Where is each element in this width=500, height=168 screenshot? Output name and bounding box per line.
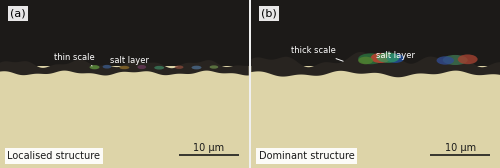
Text: salt layer: salt layer	[110, 56, 149, 65]
Ellipse shape	[210, 65, 218, 69]
Ellipse shape	[90, 65, 100, 69]
Text: 10 μm: 10 μm	[444, 143, 476, 153]
Bar	[0, 0, 249, 66]
Polygon shape	[251, 52, 500, 77]
Ellipse shape	[102, 65, 112, 69]
Polygon shape	[0, 59, 249, 75]
Ellipse shape	[370, 53, 390, 63]
Text: (a): (a)	[10, 8, 26, 18]
Bar	[251, 0, 500, 66]
Ellipse shape	[192, 66, 202, 69]
Ellipse shape	[387, 54, 404, 63]
Ellipse shape	[120, 66, 130, 69]
Text: thin scale: thin scale	[54, 53, 95, 66]
Ellipse shape	[436, 56, 454, 65]
Text: 10 μm: 10 μm	[194, 143, 224, 153]
Text: (b): (b)	[261, 8, 277, 18]
Ellipse shape	[377, 52, 400, 63]
Ellipse shape	[154, 66, 164, 70]
Text: Dominant structure: Dominant structure	[258, 151, 354, 161]
Ellipse shape	[175, 66, 184, 69]
Ellipse shape	[358, 53, 383, 64]
Ellipse shape	[443, 55, 468, 65]
Text: salt layer: salt layer	[376, 51, 415, 60]
Text: Localised structure: Localised structure	[8, 151, 100, 161]
Ellipse shape	[458, 54, 477, 64]
Ellipse shape	[358, 57, 373, 64]
Text: thick scale: thick scale	[291, 46, 343, 61]
Ellipse shape	[138, 65, 146, 69]
